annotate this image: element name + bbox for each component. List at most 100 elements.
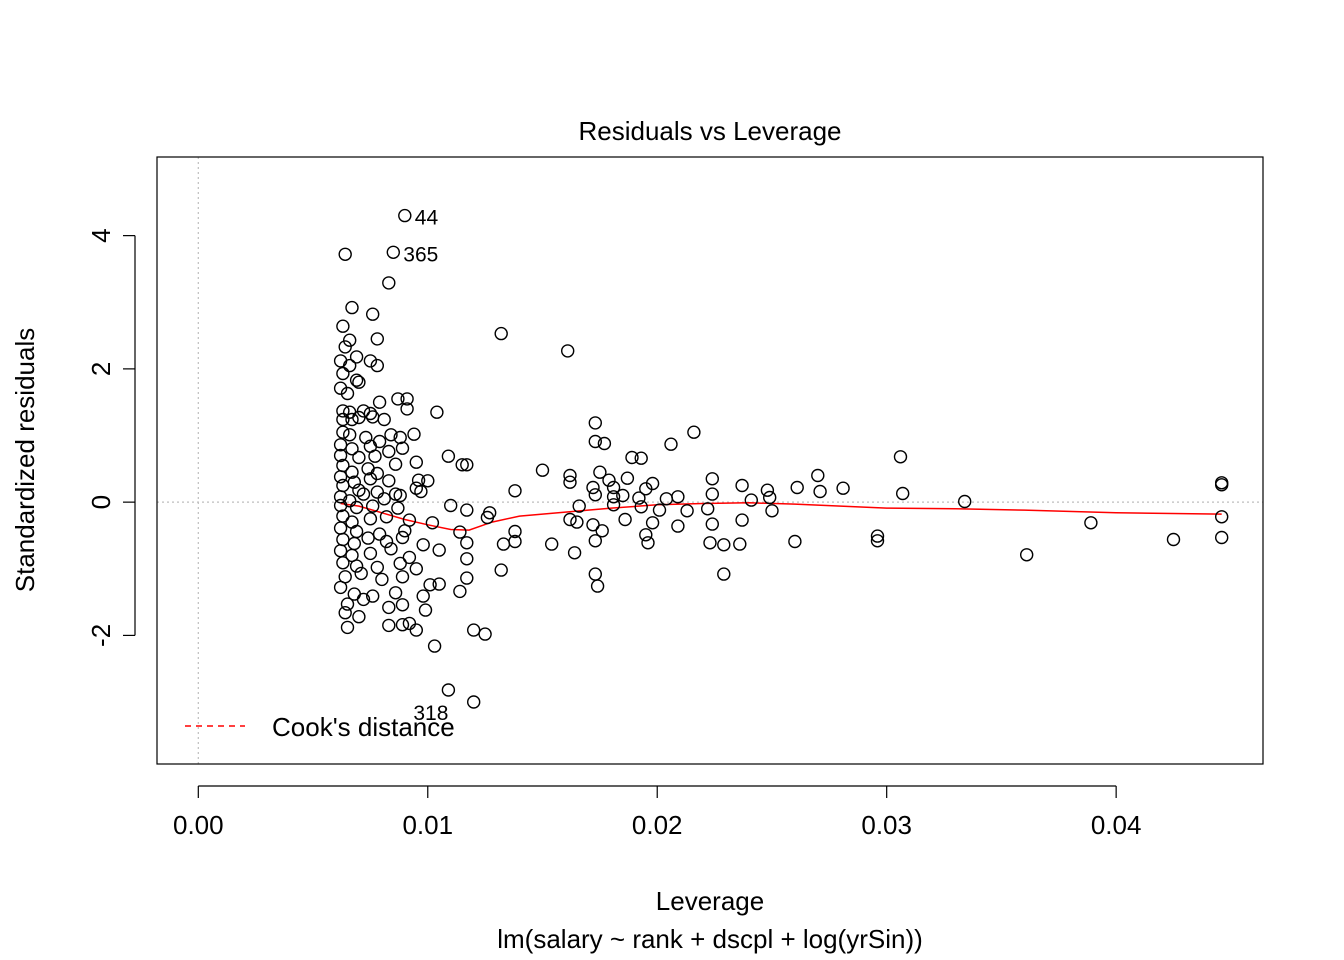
data-point	[356, 592, 371, 607]
data-point	[421, 474, 435, 488]
data-point	[333, 580, 348, 595]
smooth-line	[340, 502, 1222, 531]
data-point	[333, 490, 348, 504]
data-point	[363, 546, 378, 561]
data-point	[386, 245, 400, 260]
data-point	[343, 358, 357, 373]
data-point	[336, 366, 350, 381]
data-point	[896, 486, 910, 501]
data-point	[336, 404, 350, 418]
data-point	[395, 598, 410, 612]
data-point	[1214, 530, 1229, 545]
data-point	[1084, 516, 1098, 530]
y-tick-label: 2	[86, 362, 116, 376]
data-point	[467, 695, 481, 709]
data-point	[379, 510, 394, 524]
data-point	[409, 455, 423, 469]
data-point	[455, 458, 469, 472]
data-point	[659, 492, 674, 506]
data-point	[870, 529, 885, 543]
data-point	[735, 478, 749, 493]
data-point	[352, 483, 366, 497]
data-point	[467, 623, 481, 637]
data-point	[361, 531, 375, 545]
data-point	[423, 578, 437, 592]
data-point	[336, 532, 350, 547]
data-point	[639, 528, 653, 542]
data-point	[602, 473, 616, 487]
data-point	[349, 524, 364, 539]
smooth-line-layer	[340, 502, 1222, 531]
data-point	[480, 510, 495, 525]
data-point	[508, 534, 522, 549]
data-point	[333, 498, 348, 513]
x-axis: 0.00 0.01 0.02 0.03 0.04	[173, 785, 1142, 840]
data-point	[430, 405, 444, 419]
data-point	[563, 512, 577, 527]
data-point	[570, 515, 584, 529]
data-point	[645, 476, 660, 491]
data-point	[345, 300, 359, 315]
data-point	[664, 437, 678, 451]
data-point	[382, 444, 396, 459]
data-point	[338, 606, 352, 620]
data-point	[336, 478, 350, 493]
data-point	[333, 354, 348, 368]
data-point	[705, 517, 719, 531]
data-point	[333, 470, 348, 484]
data-point	[652, 503, 667, 517]
data-point	[379, 534, 394, 549]
data-point	[893, 450, 908, 464]
data-point	[416, 538, 430, 552]
data-point	[343, 405, 357, 419]
data-point	[593, 465, 607, 479]
data-point	[338, 340, 352, 354]
data-point	[701, 502, 715, 516]
data-point	[393, 430, 407, 445]
data-point	[444, 498, 458, 513]
data-point	[460, 503, 474, 517]
data-point	[372, 527, 387, 541]
data-point	[349, 373, 364, 387]
data-point	[494, 563, 508, 577]
data-point	[632, 491, 646, 505]
data-point	[588, 567, 602, 581]
data-point	[347, 536, 361, 551]
x-tick-label: 0.04	[1091, 810, 1142, 840]
data-point	[432, 577, 446, 591]
data-point	[370, 358, 384, 373]
data-point	[703, 536, 717, 550]
data-point	[395, 618, 410, 632]
data-point	[625, 450, 639, 465]
data-point	[606, 498, 621, 512]
data-point	[618, 512, 632, 527]
data-point	[870, 534, 885, 548]
data-point	[333, 438, 348, 452]
data-point	[363, 354, 378, 368]
data-point	[340, 620, 355, 635]
data-point	[641, 536, 655, 550]
y-tick-label: 0	[86, 495, 116, 509]
data-point	[336, 412, 350, 427]
data-point	[370, 560, 384, 575]
data-point	[460, 536, 474, 550]
data-point	[595, 524, 609, 538]
data-point	[545, 537, 559, 551]
data-point	[620, 471, 635, 485]
data-point	[432, 543, 446, 557]
data-point	[634, 500, 648, 514]
data-point	[425, 516, 440, 530]
data-point	[333, 544, 348, 558]
data-point	[338, 247, 352, 262]
data-point	[375, 572, 389, 587]
data-point	[735, 513, 749, 527]
data-point	[765, 504, 779, 518]
data-point	[370, 332, 384, 346]
data-point	[588, 488, 602, 502]
data-point	[402, 616, 417, 631]
data-point	[382, 276, 396, 290]
data-point	[616, 488, 630, 503]
data-point	[788, 534, 802, 549]
legend: Cook's distance	[185, 712, 455, 742]
data-point	[343, 333, 357, 347]
